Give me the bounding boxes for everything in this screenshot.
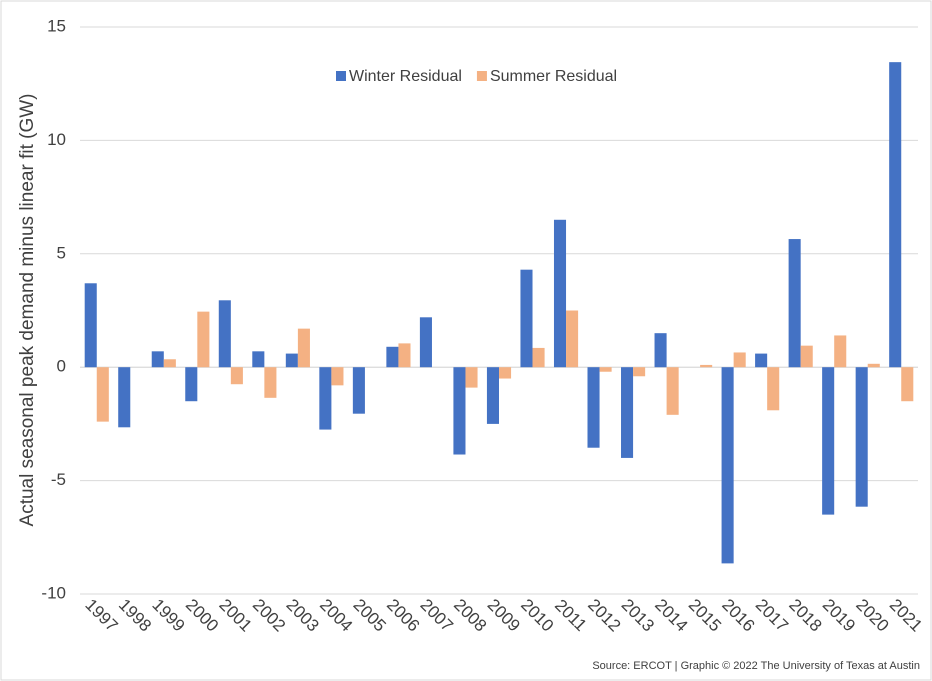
bar bbox=[185, 367, 198, 402]
x-tick-label: 2006 bbox=[383, 595, 423, 635]
bar bbox=[96, 367, 109, 422]
bar bbox=[755, 353, 768, 368]
legend-label: Summer Residual bbox=[490, 68, 617, 85]
y-tick-label: 15 bbox=[47, 16, 66, 35]
bar bbox=[621, 367, 634, 458]
bar bbox=[834, 335, 847, 368]
x-tick-label: 1997 bbox=[81, 595, 121, 635]
x-tick-label: 2001 bbox=[215, 595, 255, 635]
bar bbox=[733, 352, 746, 368]
bar bbox=[352, 367, 365, 414]
x-tick-label: 1999 bbox=[148, 595, 188, 635]
bar bbox=[889, 62, 902, 368]
bar bbox=[901, 367, 914, 402]
bar bbox=[566, 310, 579, 368]
y-tick-label: 5 bbox=[57, 243, 66, 262]
x-tick-label: 2019 bbox=[819, 595, 859, 635]
bar bbox=[386, 346, 399, 368]
x-tick-label: 2003 bbox=[283, 595, 323, 635]
bar bbox=[855, 367, 868, 507]
legend-swatch bbox=[336, 71, 346, 81]
bar bbox=[297, 328, 310, 368]
bar bbox=[486, 367, 499, 424]
x-tick-label: 2004 bbox=[316, 595, 356, 635]
x-tick-label: 2018 bbox=[785, 595, 825, 635]
bar bbox=[419, 317, 432, 368]
x-tick-label: 2007 bbox=[417, 595, 457, 635]
bar bbox=[118, 367, 131, 428]
bar bbox=[218, 300, 231, 368]
x-tick-label: 2020 bbox=[852, 595, 892, 635]
bar bbox=[822, 367, 835, 515]
bar bbox=[633, 367, 646, 377]
x-tick-label: 2009 bbox=[484, 595, 524, 635]
bar bbox=[654, 333, 667, 368]
bar bbox=[331, 367, 344, 386]
x-tick-label: 2000 bbox=[182, 595, 222, 635]
bar bbox=[264, 367, 277, 398]
bar bbox=[666, 367, 679, 415]
x-tick-label: 2017 bbox=[752, 595, 792, 635]
bar bbox=[867, 363, 880, 368]
x-tick-label: 2013 bbox=[618, 595, 658, 635]
x-tick-label: 1998 bbox=[115, 595, 155, 635]
bar bbox=[398, 343, 411, 368]
x-tick-label: 2008 bbox=[450, 595, 490, 635]
bar bbox=[151, 351, 164, 368]
x-tick-label: 2005 bbox=[350, 595, 390, 635]
legend-swatch bbox=[476, 71, 487, 81]
x-tick-label: 2010 bbox=[517, 595, 557, 635]
bar bbox=[465, 367, 478, 388]
bar bbox=[163, 359, 176, 368]
x-tick-label: 2015 bbox=[685, 595, 725, 635]
bar bbox=[230, 367, 243, 385]
y-tick-label: -5 bbox=[51, 470, 66, 489]
y-tick-label: 10 bbox=[47, 130, 66, 149]
x-tick-label: 2002 bbox=[249, 595, 289, 635]
bar bbox=[319, 367, 332, 430]
x-tick-label: 2016 bbox=[718, 595, 758, 635]
bar bbox=[499, 367, 512, 379]
bar bbox=[453, 367, 466, 455]
bar bbox=[84, 283, 97, 368]
x-tick-label: 2014 bbox=[651, 595, 691, 635]
bar bbox=[700, 364, 713, 368]
legend-label: Winter Residual bbox=[349, 68, 462, 85]
bar bbox=[587, 367, 600, 448]
bar bbox=[800, 345, 813, 368]
bar bbox=[721, 367, 734, 564]
bar bbox=[767, 367, 780, 411]
x-tick-label: 2012 bbox=[584, 595, 624, 635]
y-axis-label: Actual seasonal peak demand minus linear… bbox=[17, 94, 38, 527]
x-tick-label: 2021 bbox=[886, 595, 926, 635]
bar bbox=[285, 353, 298, 368]
y-tick-label: -10 bbox=[41, 583, 66, 602]
x-tick-label: 2011 bbox=[551, 596, 590, 635]
bar bbox=[520, 269, 533, 368]
bar bbox=[599, 367, 612, 372]
bar bbox=[553, 219, 567, 368]
bar bbox=[788, 239, 801, 368]
bar bbox=[532, 347, 545, 368]
bar bbox=[252, 351, 265, 368]
bar bbox=[197, 311, 210, 368]
y-tick-label: 0 bbox=[57, 357, 66, 376]
source: Source: ERCOT | Graphic © 2022 The Unive… bbox=[592, 660, 920, 672]
